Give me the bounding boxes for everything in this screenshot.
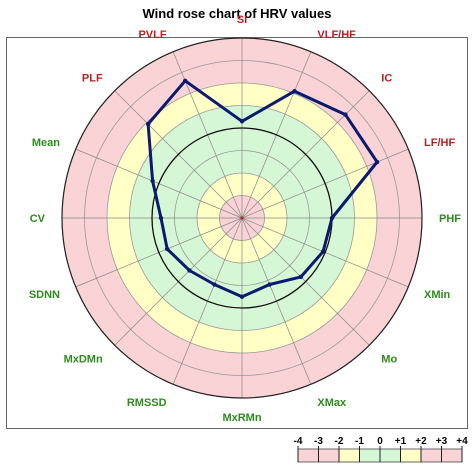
data-point — [374, 159, 380, 165]
scale-legend-cell — [318, 448, 340, 463]
chart-title: Wind rose chart of HRV values — [142, 6, 332, 21]
category-label: PHF — [439, 213, 461, 225]
category-label: MxDMn — [64, 354, 103, 366]
data-point — [267, 282, 272, 287]
category-label: SI — [237, 14, 247, 26]
category-label: Mean — [32, 137, 60, 149]
scale-tick-label: -2 — [335, 436, 344, 447]
data-point — [239, 294, 245, 299]
center-dot — [240, 216, 244, 220]
scale-legend-cell — [379, 448, 401, 463]
data-point — [187, 268, 192, 273]
scale-legend-cell — [400, 448, 422, 463]
category-label: SDNN — [29, 289, 60, 301]
data-point — [320, 249, 326, 254]
scale-legend-cell — [338, 448, 360, 463]
data-point — [150, 178, 155, 184]
data-point — [298, 274, 304, 280]
category-label: MxRMn — [222, 412, 261, 424]
data-point — [292, 88, 297, 94]
category-label: IC — [381, 72, 392, 84]
data-point — [164, 246, 170, 252]
scale-tick-label: -1 — [355, 436, 364, 447]
scale-legend-cell — [420, 448, 442, 463]
category-label: RMSSD — [127, 397, 167, 409]
scale-tick-label: 0 — [377, 436, 383, 447]
category-label: LF/HF — [424, 137, 455, 149]
data-point — [343, 112, 348, 117]
category-label: PVLF — [138, 29, 166, 41]
category-label: VLF/HF — [317, 29, 356, 41]
scale-tick-label: +3 — [436, 436, 448, 447]
data-point — [239, 119, 245, 124]
scale-tick-label: +2 — [415, 436, 427, 447]
category-label: XMax — [317, 397, 347, 409]
scale-legend-cell — [359, 448, 381, 463]
category-label: CV — [30, 213, 46, 225]
category-label: XMin — [424, 289, 451, 301]
scale-legend-cell — [297, 448, 319, 463]
scale-tick-label: +4 — [456, 436, 468, 447]
scale-tick-label: -4 — [294, 436, 303, 447]
category-label: PLF — [82, 72, 103, 84]
data-point — [158, 215, 164, 221]
category-label: Mo — [381, 354, 397, 366]
scale-legend-cell — [441, 448, 463, 463]
data-point — [145, 121, 151, 127]
outer-circle — [61, 37, 423, 399]
data-point — [182, 78, 188, 84]
scale-tick-label: -3 — [314, 436, 323, 447]
scale-tick-label: +1 — [395, 436, 407, 447]
data-point — [329, 215, 335, 221]
data-point — [212, 282, 217, 287]
